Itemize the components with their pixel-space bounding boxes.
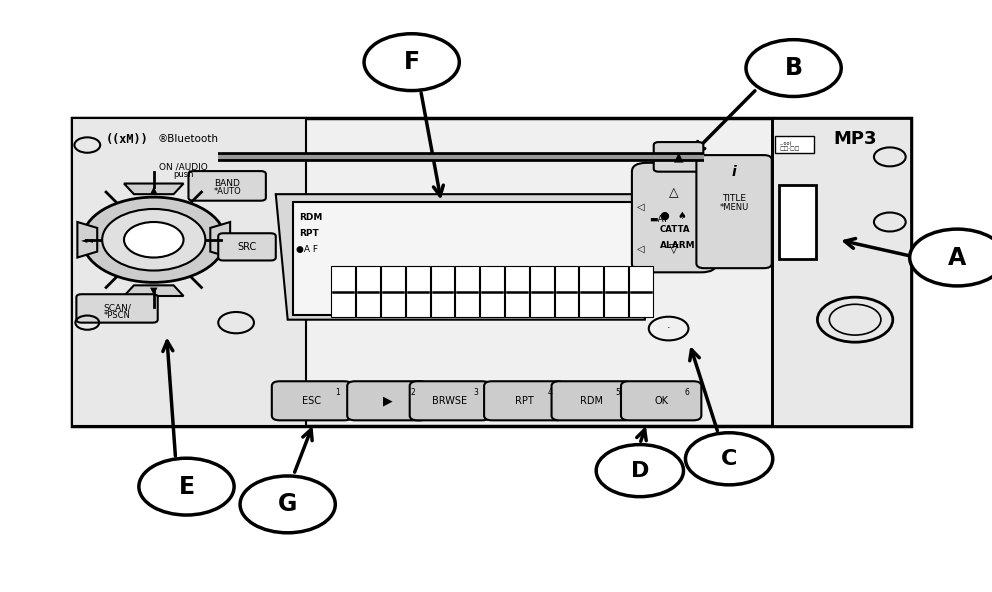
Circle shape bbox=[910, 229, 992, 286]
Text: CATTA: CATTA bbox=[660, 225, 690, 234]
Text: B: B bbox=[785, 56, 803, 80]
Text: ●: ● bbox=[660, 211, 670, 221]
Text: 6: 6 bbox=[684, 388, 689, 397]
Text: D: D bbox=[631, 461, 649, 481]
Text: ...oo): ...oo) bbox=[780, 141, 792, 146]
Circle shape bbox=[102, 209, 205, 271]
Text: RPT: RPT bbox=[300, 229, 319, 239]
FancyBboxPatch shape bbox=[293, 202, 640, 315]
FancyBboxPatch shape bbox=[604, 266, 628, 317]
FancyBboxPatch shape bbox=[381, 266, 405, 317]
Text: TITLE: TITLE bbox=[722, 194, 746, 203]
Text: G: G bbox=[278, 493, 298, 516]
FancyBboxPatch shape bbox=[555, 266, 578, 317]
FancyBboxPatch shape bbox=[654, 142, 703, 172]
Text: □□-□□: □□-□□ bbox=[780, 147, 800, 152]
Text: C: C bbox=[721, 449, 737, 469]
Text: ®Bluetooth: ®Bluetooth bbox=[158, 134, 219, 144]
Text: *PSCN: *PSCN bbox=[103, 311, 131, 320]
FancyBboxPatch shape bbox=[356, 266, 380, 317]
Text: RDM: RDM bbox=[580, 396, 603, 406]
Text: ▽: ▽ bbox=[669, 242, 679, 255]
FancyBboxPatch shape bbox=[218, 233, 276, 260]
Text: ON /AUDIO: ON /AUDIO bbox=[159, 162, 208, 172]
Polygon shape bbox=[77, 222, 97, 258]
Text: ◁: ◁ bbox=[637, 202, 645, 212]
Text: SRC: SRC bbox=[237, 242, 257, 252]
FancyBboxPatch shape bbox=[696, 155, 772, 268]
Text: ◁: ◁ bbox=[637, 244, 645, 253]
Text: ·: · bbox=[667, 324, 671, 333]
FancyBboxPatch shape bbox=[505, 266, 529, 317]
Text: ▼: ▼ bbox=[150, 286, 158, 295]
FancyBboxPatch shape bbox=[272, 381, 352, 420]
Text: RPT: RPT bbox=[515, 396, 534, 406]
Text: ◄◄: ◄◄ bbox=[80, 235, 94, 244]
Circle shape bbox=[364, 34, 459, 91]
FancyBboxPatch shape bbox=[480, 266, 504, 317]
Polygon shape bbox=[276, 194, 657, 320]
FancyBboxPatch shape bbox=[629, 266, 653, 317]
Text: BRWSE: BRWSE bbox=[433, 396, 467, 406]
FancyBboxPatch shape bbox=[188, 171, 266, 201]
FancyBboxPatch shape bbox=[331, 266, 355, 317]
FancyBboxPatch shape bbox=[579, 266, 603, 317]
Text: RDM: RDM bbox=[300, 213, 323, 223]
Text: 2: 2 bbox=[411, 388, 416, 397]
Text: ●A F: ●A F bbox=[296, 245, 317, 255]
Text: SCAN/: SCAN/ bbox=[103, 304, 131, 313]
FancyBboxPatch shape bbox=[72, 118, 911, 426]
Text: ▶: ▶ bbox=[383, 394, 392, 407]
FancyBboxPatch shape bbox=[406, 266, 430, 317]
Circle shape bbox=[139, 458, 234, 515]
Text: *MENU: *MENU bbox=[719, 202, 749, 212]
Text: 3: 3 bbox=[473, 388, 478, 397]
Text: 4: 4 bbox=[548, 388, 553, 397]
Text: i: i bbox=[732, 165, 736, 179]
FancyBboxPatch shape bbox=[775, 136, 814, 153]
Circle shape bbox=[596, 445, 683, 497]
Text: ▲: ▲ bbox=[150, 185, 158, 194]
FancyBboxPatch shape bbox=[552, 381, 632, 420]
Text: OK: OK bbox=[654, 396, 669, 406]
Text: ▲: ▲ bbox=[674, 150, 683, 163]
Circle shape bbox=[124, 222, 184, 258]
Polygon shape bbox=[124, 184, 184, 194]
FancyBboxPatch shape bbox=[632, 163, 716, 272]
Text: △: △ bbox=[669, 186, 679, 199]
Circle shape bbox=[82, 197, 225, 282]
Text: F: F bbox=[404, 50, 420, 74]
Circle shape bbox=[746, 40, 841, 96]
FancyBboxPatch shape bbox=[347, 381, 428, 420]
Text: ALARM: ALARM bbox=[660, 241, 695, 250]
Text: A: A bbox=[948, 246, 966, 269]
FancyBboxPatch shape bbox=[410, 381, 490, 420]
Text: BAND: BAND bbox=[214, 179, 240, 188]
Text: ((xM)): ((xM)) bbox=[105, 133, 149, 146]
FancyBboxPatch shape bbox=[431, 266, 454, 317]
FancyBboxPatch shape bbox=[484, 381, 564, 420]
Text: E: E bbox=[179, 475, 194, 498]
Polygon shape bbox=[210, 222, 230, 258]
Text: MP3: MP3 bbox=[833, 130, 877, 148]
FancyBboxPatch shape bbox=[455, 266, 479, 317]
Polygon shape bbox=[124, 285, 184, 296]
FancyBboxPatch shape bbox=[621, 381, 701, 420]
FancyBboxPatch shape bbox=[772, 118, 911, 426]
Text: 5: 5 bbox=[615, 388, 620, 397]
FancyBboxPatch shape bbox=[530, 266, 554, 317]
FancyBboxPatch shape bbox=[779, 185, 816, 259]
Text: ♠: ♠ bbox=[678, 211, 686, 221]
FancyBboxPatch shape bbox=[76, 294, 158, 323]
Text: push: push bbox=[174, 169, 193, 179]
Text: ▬AT: ▬AT bbox=[649, 214, 668, 224]
Text: *AUTO: *AUTO bbox=[213, 186, 241, 196]
Text: 1: 1 bbox=[335, 388, 340, 397]
FancyBboxPatch shape bbox=[72, 118, 306, 426]
Circle shape bbox=[240, 476, 335, 533]
Circle shape bbox=[685, 433, 773, 485]
Text: ESC: ESC bbox=[303, 396, 321, 406]
